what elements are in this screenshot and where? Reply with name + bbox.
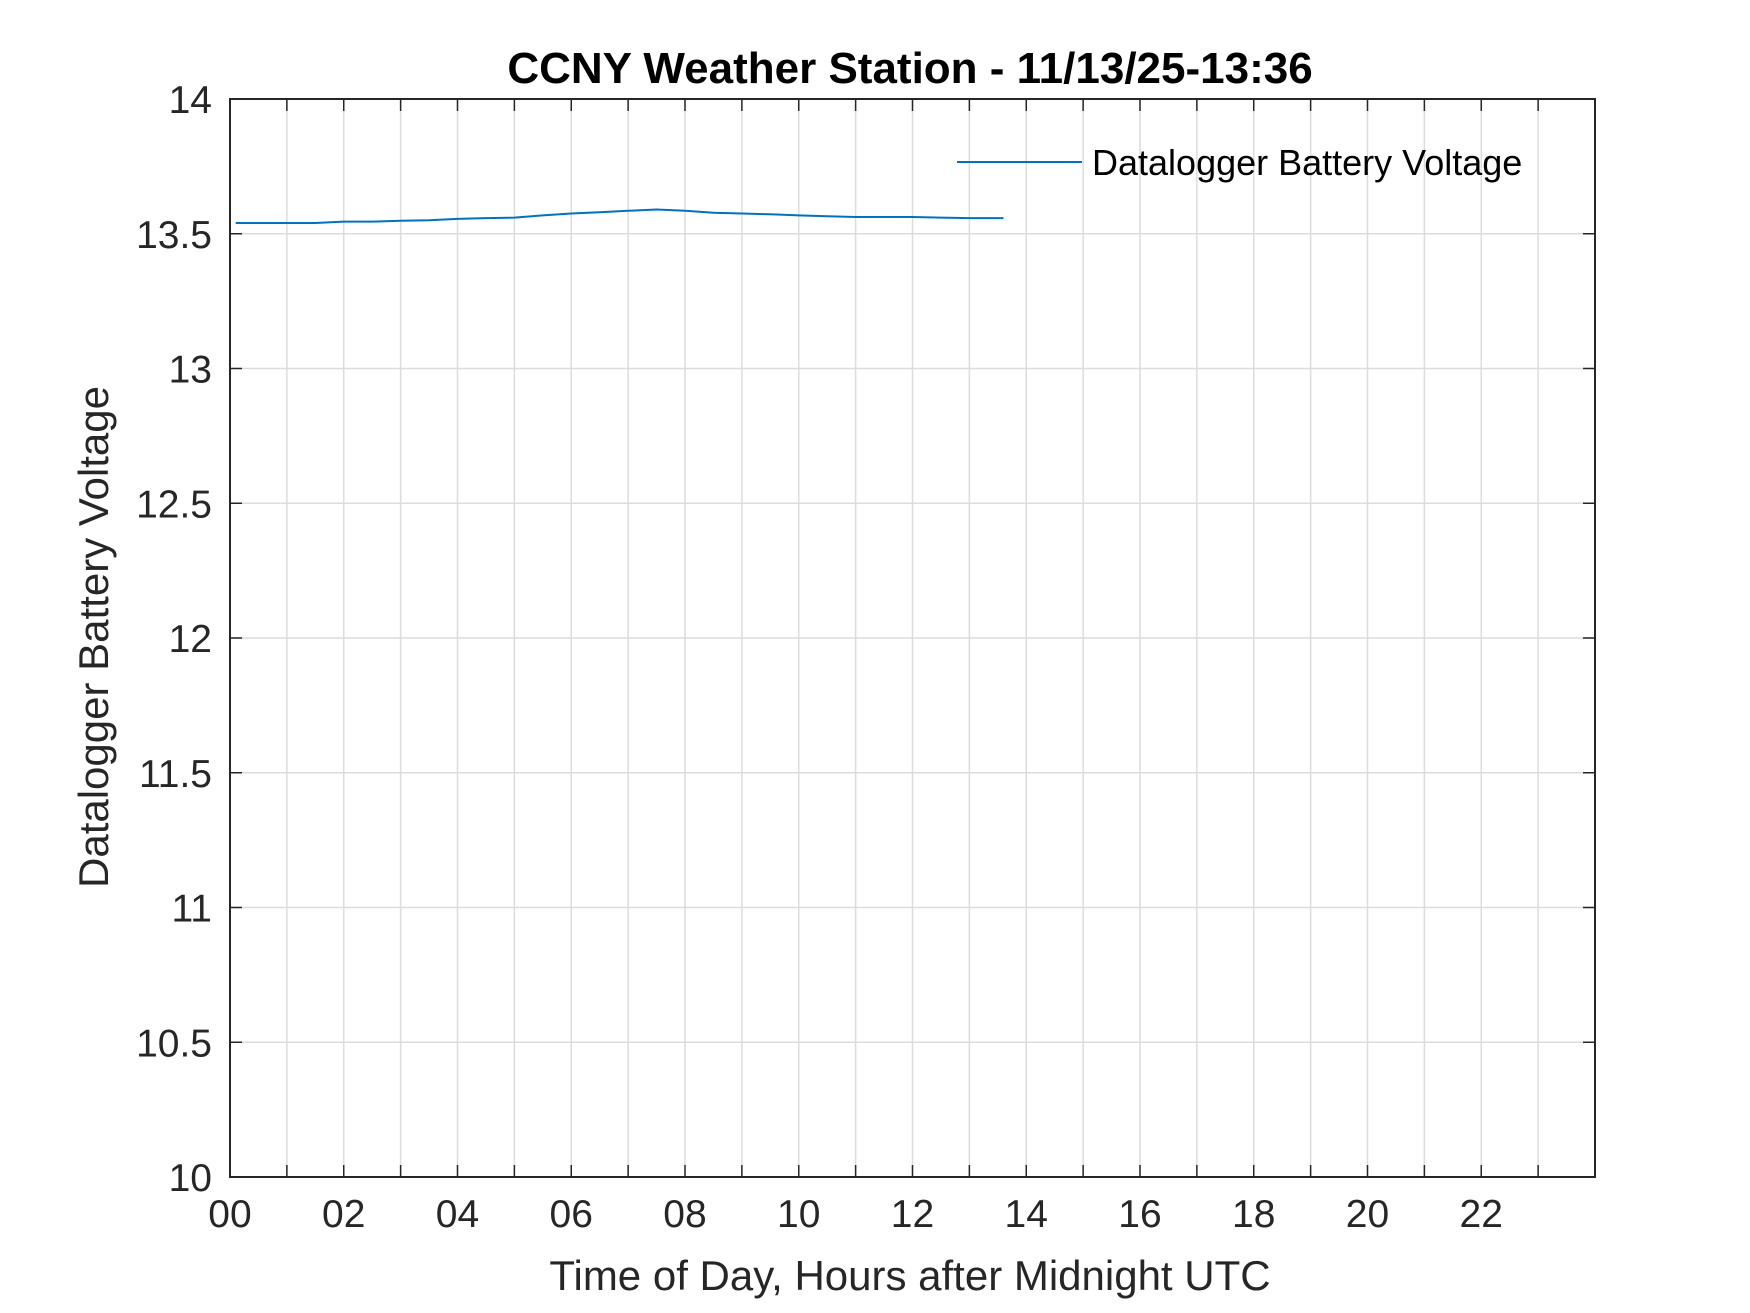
chart-title: CCNY Weather Station - 11/13/25-13:36	[507, 44, 1312, 93]
y-tick-labels: 10 10.5 11 11.5 12 12.5 13 13.5 14	[136, 79, 212, 1200]
y-tick-label: 13.5	[136, 214, 212, 257]
legend: Datalogger Battery Voltage	[957, 142, 1522, 183]
x-tick-label: 06	[550, 1193, 593, 1236]
plot-frame	[229, 98, 1596, 1178]
y-tick-label: 10	[169, 1157, 212, 1200]
y-tick-label: 11.5	[139, 753, 212, 796]
axis-ticks	[229, 98, 1596, 1178]
series-group	[235, 208, 1004, 224]
y-tick-label: 13	[169, 349, 212, 392]
grid	[230, 99, 1595, 1177]
x-tick-label: 22	[1460, 1193, 1503, 1236]
x-tick-label: 00	[208, 1193, 251, 1236]
y-tick-label: 10.5	[136, 1022, 212, 1065]
x-tick-label: 12	[891, 1193, 934, 1236]
x-tick-label: 02	[322, 1193, 365, 1236]
series-line	[235, 208, 1004, 224]
y-tick-label: 12	[169, 618, 212, 661]
y-tick-label: 14	[169, 79, 212, 122]
x-tick-labels: 00 02 04 06 08 10 12 14 16 18 20 22	[208, 1193, 1503, 1236]
y-axis-label: Datalogger Battery Voltage	[70, 386, 117, 888]
x-tick-label: 16	[1118, 1193, 1161, 1236]
y-tick-label: 11	[172, 888, 213, 931]
x-axis-label: Time of Day, Hours after Midnight UTC	[549, 1252, 1270, 1299]
x-tick-label: 18	[1232, 1193, 1275, 1236]
x-tick-label: 20	[1346, 1193, 1389, 1236]
x-tick-label: 08	[663, 1193, 706, 1236]
x-tick-label: 04	[436, 1193, 479, 1236]
legend-label: Datalogger Battery Voltage	[1092, 142, 1522, 183]
x-tick-label: 14	[1005, 1193, 1048, 1236]
y-tick-label: 12.5	[136, 483, 212, 526]
x-tick-label: 10	[777, 1193, 820, 1236]
